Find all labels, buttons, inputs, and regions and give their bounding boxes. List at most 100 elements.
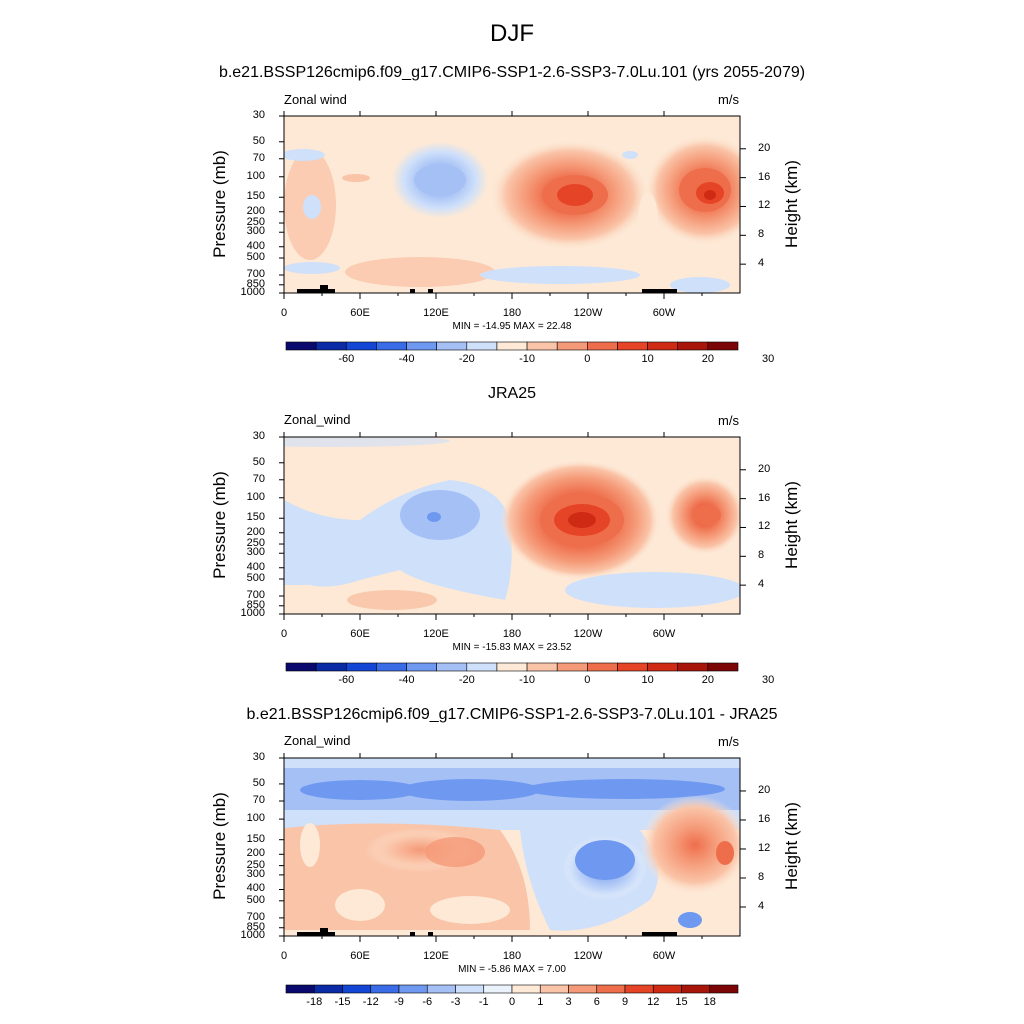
panel-3-ytick-label: 30	[252, 751, 265, 763]
panel-3-colorbar-label: -3	[450, 996, 461, 1008]
panel-3-colorbar-label: -18	[306, 996, 323, 1008]
panel-1-colorbar-label: -20	[458, 353, 475, 365]
panel-2-ytick-label: 30	[252, 430, 265, 442]
panel-1-colorbar-label: -60	[338, 353, 355, 365]
panel-1-title: b.e21.BSSP126cmip6.f09_g17.CMIP6-SSP1-2.…	[218, 64, 806, 81]
panel-3-colorbar-label: 0	[508, 996, 516, 1008]
panel-3-minmax: MIN = -5.86 MAX = 7.00	[458, 964, 566, 975]
panel-3-colorbar-label: 1	[537, 996, 544, 1008]
panel-2-colorbar-box	[707, 662, 739, 672]
panel-3-variable-label: Zonal_wind	[284, 733, 351, 748]
panel-3-ytick-label: 400	[246, 882, 265, 895]
panel-2-colorbar-box	[406, 662, 437, 672]
panel-1-variable-label: Zonal wind	[284, 92, 347, 107]
panel-1-colorbar-box	[617, 341, 648, 351]
panel-2-xtick-label: 60E	[350, 628, 370, 640]
panel-1-y2tick-label: 12	[758, 199, 771, 212]
panel-1-orography	[297, 285, 677, 293]
panel-1-colorbar-box	[376, 341, 407, 351]
panel-1-ytick-label: 300	[246, 225, 265, 238]
panel-3-colorbar-label: 18	[703, 996, 716, 1008]
panel-1-ytick-label: 850	[246, 277, 265, 290]
panel-3-xtick-label: 120W	[573, 950, 603, 962]
panel-3-ytick-label: 250	[246, 858, 265, 871]
panel-3-colorbar-box	[624, 984, 654, 994]
panel-3-colorbar-box	[596, 984, 626, 994]
panel-3-colorbar-box	[313, 984, 343, 994]
panel-1-colorbar-label: 20	[701, 353, 714, 365]
panel-3-colorbar-box	[426, 984, 456, 994]
panel-1-ytick-label: 400	[246, 239, 265, 252]
panel-3-xtick-label: 60W	[652, 950, 676, 962]
panel-1-ytick-label: 50	[252, 134, 265, 147]
panel-3-colorbar-label: 3	[565, 996, 572, 1008]
panel-3-ytick-label: 70	[252, 794, 265, 806]
panel-2-colorbar-label: -60	[338, 674, 355, 686]
panel-3-ytick-label: 300	[246, 867, 265, 880]
panel-2-ytick-label: 850	[246, 598, 265, 611]
panel-2-colorbar-box	[315, 662, 347, 672]
panel-1-colorbar-box	[587, 341, 618, 351]
panel-2-colorbar-box	[345, 662, 377, 672]
panel-2-units: m/s	[718, 413, 739, 428]
panel-1-units: m/s	[718, 92, 739, 107]
panel-1-y2tick-label: 8	[758, 228, 765, 241]
panel-3-colorbar-box	[398, 984, 428, 994]
panel-3-y2tick-label: 12	[758, 841, 771, 854]
panel-2-ytick-label: 1000	[240, 607, 265, 619]
panel-1-colorbar-label: 10	[641, 353, 654, 365]
panel-1-xtick-label: 60E	[350, 307, 370, 319]
panel-3-orography	[297, 928, 677, 936]
panel-2-ytick-label: 200	[246, 525, 265, 538]
panel-2-colorbar-label: 30	[762, 674, 775, 686]
panel-2-colorbar-box	[587, 662, 618, 672]
panel-2-colorbar-box	[466, 662, 498, 672]
panel-1-xtick-label: 180	[502, 307, 522, 319]
panel-2-ytick-label: 70	[252, 472, 265, 485]
panel-1-xtick-label: 120W	[573, 307, 603, 319]
panel-1-ytick-label: 30	[252, 109, 265, 121]
panel-2-xtick-label: 120E	[423, 628, 449, 640]
panel-2-colorbar-label: -20	[458, 674, 475, 686]
panel-1-ytick-label: 70	[252, 151, 265, 164]
panel-2-colorbar-box	[526, 662, 558, 672]
panel-1-ytick-label: 500	[246, 251, 265, 263]
panel-2-y2label: Height (km)	[782, 481, 801, 569]
panel-1-colorbar-label: -40	[398, 353, 415, 365]
panel-2-ytick-label: 50	[252, 455, 265, 468]
panel-2-y2tick-label: 16	[758, 491, 771, 504]
panel-3-colorbar-box	[539, 984, 569, 994]
panel-3-colorbar-box	[568, 984, 598, 994]
panel-3-colorbar-box	[370, 984, 400, 994]
panel-3-colorbar-label: -6	[422, 996, 433, 1008]
panel-1-colorbar-box	[496, 341, 528, 351]
panel-3-xtick-label: 60E	[350, 950, 370, 962]
panel-1-colorbar-box	[406, 341, 437, 351]
panel-1-colorbar-box	[466, 341, 498, 351]
panel-2-xtick-label: 0	[280, 628, 288, 640]
panel-2-colorbar-label: 0	[584, 674, 591, 686]
panel-3-ytick-label: 150	[246, 832, 265, 845]
panel-2-y2tick-label: 20	[758, 462, 771, 475]
panel-3-colorbar-label: -9	[394, 996, 404, 1008]
panel-3-xtick-label: 0	[280, 950, 288, 962]
figure-title: DJF	[490, 20, 534, 47]
panel-1-y2tick-label: 4	[758, 257, 765, 270]
panel-3-colorbar-box	[652, 984, 682, 994]
panel-2-ytick-label: 700	[246, 588, 265, 601]
panel-3-colorbar-label: 9	[621, 996, 629, 1008]
panel-2-y2tick-label: 12	[758, 520, 771, 533]
panel-1-y2tick-label: 16	[758, 170, 771, 183]
panel-2-xtick-label: 180	[502, 628, 522, 640]
panel-3-y2tick-label: 8	[758, 870, 765, 883]
panel-2-minmax: MIN = -15.83 MAX = 23.52	[452, 642, 572, 653]
panel-3-ytick-label: 50	[252, 776, 265, 789]
panel-1-y2tick-label: 20	[758, 141, 771, 154]
panel-3-field	[284, 758, 740, 936]
panel-1-ytick-label: 100	[246, 169, 265, 182]
panel-1-xtick-label: 120E	[423, 307, 449, 319]
panel-1-colorbar-box	[285, 341, 317, 351]
panel-1-colorbar-label: 30	[762, 353, 775, 365]
panel-1-colorbar-box	[345, 341, 377, 351]
panel-1-ytick-label: 250	[246, 216, 265, 229]
